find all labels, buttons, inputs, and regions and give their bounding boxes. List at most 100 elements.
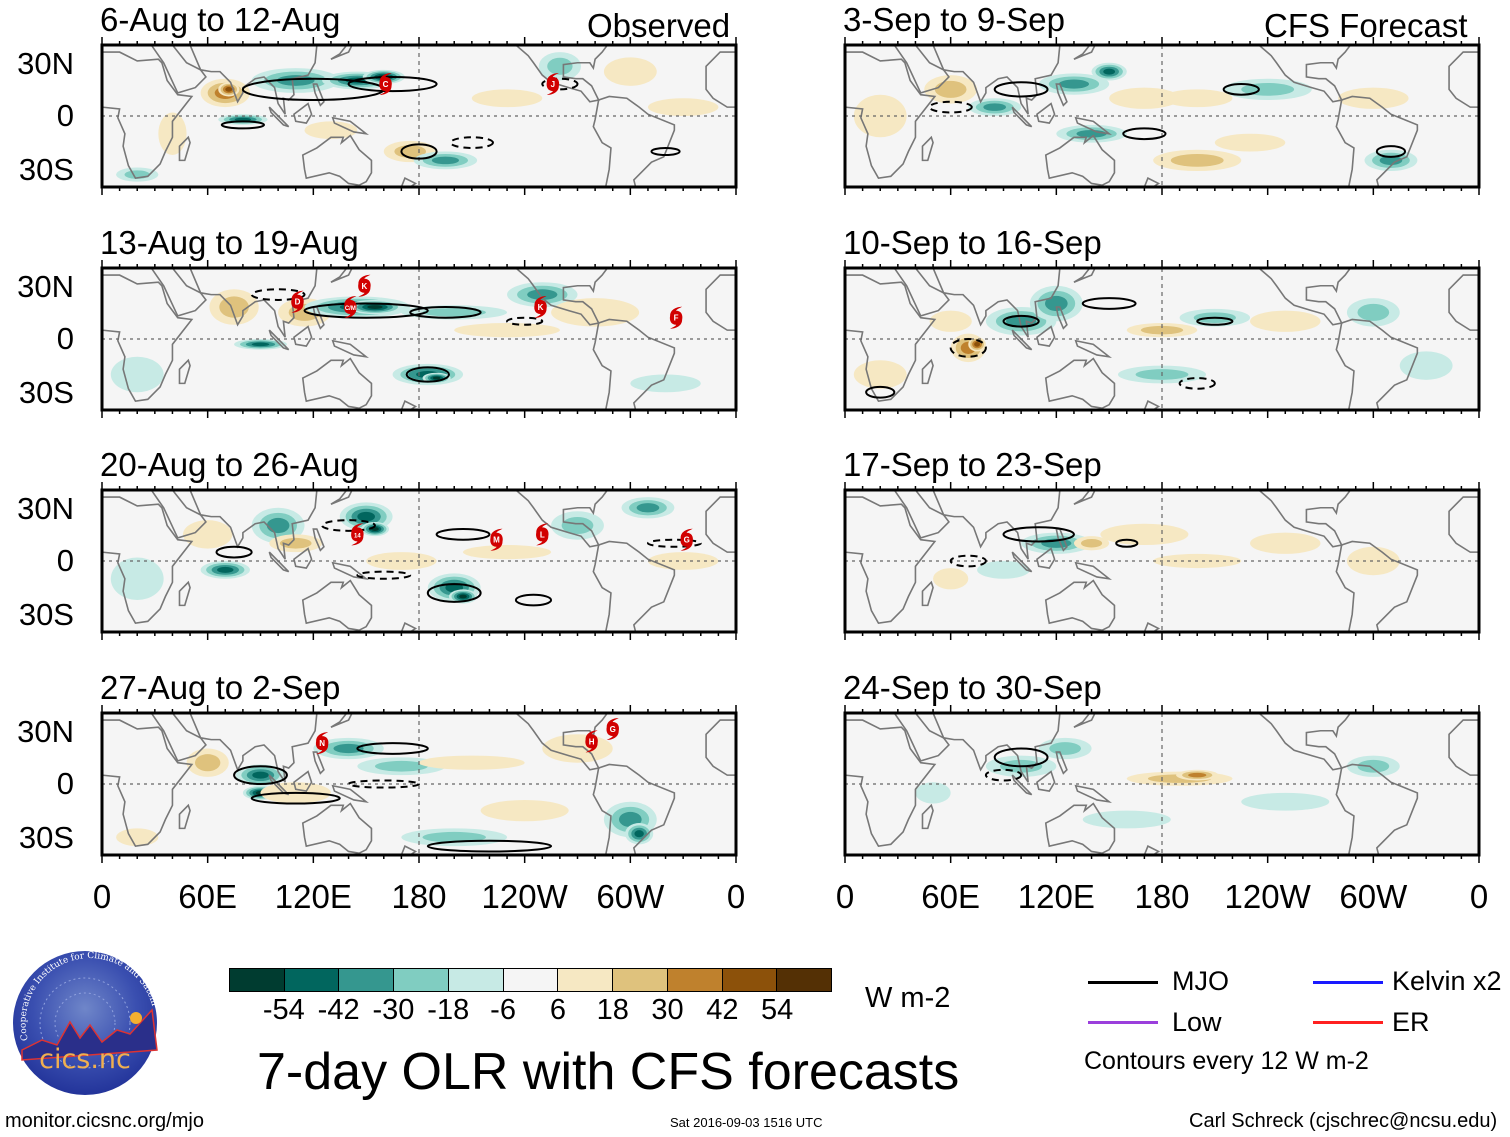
olr-anomaly-region <box>266 517 290 534</box>
latitude-label: 0 <box>56 543 74 578</box>
coastline <box>514 713 609 771</box>
tropical-cyclone-marker: M <box>490 528 503 551</box>
colorbar <box>229 968 832 992</box>
olr-anomaly-region <box>1049 742 1081 755</box>
coastline <box>1257 490 1352 548</box>
olr-anomaly-region <box>933 568 969 590</box>
coastline <box>1335 540 1419 632</box>
olr-anomaly-region <box>1379 155 1403 165</box>
coastline <box>331 784 370 803</box>
footer-timestamp: Sat 2016-09-03 1516 UTC <box>670 1115 823 1130</box>
coastline <box>1073 268 1096 283</box>
cyclone-icon <box>546 73 560 96</box>
coastline <box>1143 845 1161 855</box>
tropical-cyclone-marker: K <box>534 296 547 319</box>
olr-anomaly-region <box>183 520 233 549</box>
coastline <box>102 274 194 402</box>
olr-anomaly-region <box>619 811 642 828</box>
olr-anomaly-region <box>1006 315 1037 328</box>
coastline <box>400 177 418 187</box>
coastline <box>592 540 676 632</box>
longitude-label: 0 <box>1469 878 1489 915</box>
colorbar-label: 54 <box>761 994 794 1026</box>
legend-er: ER <box>1392 1007 1430 1037</box>
olr-anomaly-region <box>1250 310 1321 332</box>
coastline <box>1257 45 1352 103</box>
coastline <box>514 45 609 103</box>
mjo-contour-positive <box>865 385 896 399</box>
colorbar-swatch <box>284 969 340 991</box>
storm-id: H <box>589 737 595 746</box>
coastline <box>845 496 937 624</box>
colorbar-label: 18 <box>596 994 629 1026</box>
legend-low: Low <box>1172 1007 1222 1037</box>
mjo-line-swatch <box>1088 981 1158 984</box>
colorbar-label: 42 <box>706 994 739 1026</box>
svg-text:cics.nc: cics.nc <box>39 1044 131 1075</box>
longitude-label: 0 <box>835 878 855 915</box>
coastline <box>293 547 313 569</box>
coastline <box>1335 95 1419 187</box>
colorbar-swatch <box>667 969 723 991</box>
colorbar-swatch <box>448 969 504 991</box>
mjo-contour-positive <box>1222 83 1260 96</box>
coastline <box>1011 329 1033 351</box>
colorbar-label: 6 <box>549 994 566 1026</box>
colorbar-label: -30 <box>372 994 415 1026</box>
olr-anomaly-region <box>279 537 312 549</box>
colorbar-swatch <box>394 969 449 991</box>
coastline <box>1143 177 1161 187</box>
longitude-label: 180 <box>1134 878 1190 915</box>
cyclone-icon <box>379 73 392 96</box>
olr-anomaly-region <box>431 156 460 165</box>
coastline <box>921 580 934 607</box>
latitude-label: 30N <box>17 46 74 81</box>
storm-id: 14 <box>354 533 361 539</box>
coastline <box>301 579 373 632</box>
coastline <box>932 45 1061 115</box>
storm-id: D <box>295 298 301 307</box>
olr-anomaly-region <box>471 89 543 108</box>
cyclone-icon <box>358 274 371 297</box>
coastline <box>330 490 353 505</box>
storm-id: N <box>319 739 325 748</box>
coastline <box>1055 751 1068 775</box>
tropical-cyclone-marker: K <box>358 274 371 297</box>
coastline <box>301 134 373 187</box>
mjo-contour-positive <box>1196 316 1234 326</box>
tropical-cyclone-marker: J <box>546 73 560 96</box>
olr-anomaly-region <box>527 289 558 300</box>
coastline <box>1044 134 1116 187</box>
olr-anomaly-region <box>636 503 660 513</box>
coastline <box>268 329 290 351</box>
latitude-label: 30S <box>18 375 74 410</box>
olr-anomaly-region <box>459 594 467 599</box>
coastline <box>331 561 370 580</box>
cyclone-icon <box>291 290 304 313</box>
olr-anomaly-region <box>454 323 560 338</box>
coastline <box>178 135 191 162</box>
coastline <box>312 751 325 775</box>
mjo-contour-positive <box>650 146 681 157</box>
low-line-swatch <box>1088 1021 1158 1024</box>
mjo-contour-positive <box>426 839 553 853</box>
olr-anomaly-region <box>977 561 1030 579</box>
olr-anomaly-region <box>1162 89 1233 108</box>
longitude-label: 120W <box>1224 878 1311 915</box>
coastline <box>845 51 937 179</box>
coastline <box>921 135 934 162</box>
legend-kelvin: Kelvin x2 <box>1392 966 1502 996</box>
coastline <box>400 400 418 410</box>
cyclone-icon <box>606 717 619 740</box>
footer-url[interactable]: monitor.cicsnc.org/mjo <box>5 1110 204 1132</box>
longitude-label: 60W <box>596 878 665 915</box>
olr-anomaly-region <box>432 376 441 380</box>
mjo-contour-negative <box>506 316 544 326</box>
olr-anomaly-region <box>1338 87 1409 109</box>
mjo-contour-negative <box>984 768 1023 782</box>
coastline <box>293 325 313 347</box>
mjo-contour-positive <box>993 747 1049 768</box>
storm-id: J <box>551 80 555 89</box>
coastline <box>1036 102 1056 124</box>
